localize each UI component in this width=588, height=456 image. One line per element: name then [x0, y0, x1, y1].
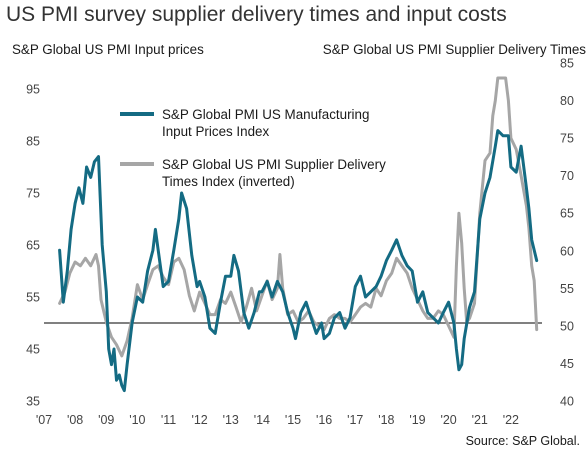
x-tick-label: '11 [161, 413, 176, 427]
right-y-tick-label: 60 [560, 244, 574, 258]
x-tick-label: '12 [191, 413, 207, 427]
source-note: Source: S&P Global. [465, 434, 580, 448]
x-tick-label: '15 [285, 413, 301, 427]
chart-title: US PMI survey supplier delivery times an… [6, 3, 507, 26]
right-y-tick-label: 85 [560, 57, 574, 71]
right-y-tick-label: 40 [560, 395, 574, 409]
right-y-tick-label: 75 [560, 132, 574, 146]
left-y-tick-label: 85 [26, 135, 40, 149]
left-y-tick-label: 75 [26, 187, 40, 201]
x-tick-label: '09 [98, 413, 114, 427]
legend-label-supplier-delivery: Times Index (inverted) [162, 174, 295, 189]
left-y-tick-label: 55 [26, 291, 40, 305]
x-tick-label: '07 [36, 413, 52, 427]
x-tick-label: '21 [472, 413, 488, 427]
left-y-tick-label: 65 [26, 239, 40, 253]
x-tick-label: '19 [409, 413, 425, 427]
left-y-tick-label: 35 [26, 395, 40, 409]
x-tick-label: '13 [223, 413, 239, 427]
input-prices-line [58, 129, 539, 393]
right-y-tick-label: 45 [560, 357, 574, 371]
right-y-tick-label: 55 [560, 282, 574, 296]
right-axis-label: S&P Global US PMI Supplier Delivery Time… [322, 42, 586, 57]
left-axis-label: S&P Global US PMI Input prices [12, 42, 204, 57]
right-y-tick-label: 70 [560, 169, 574, 183]
legend-label-input-prices: S&P Global PMI US Manufacturing [162, 107, 369, 122]
x-tick-label: '20 [440, 413, 456, 427]
x-tick-label: '17 [347, 413, 363, 427]
legend-label-supplier-delivery: S&P Global US PMI Supplier Delivery [162, 157, 386, 172]
left-y-tick-label: 95 [26, 83, 40, 97]
x-tick-label: '18 [378, 413, 394, 427]
right-y-tick-label: 80 [560, 94, 574, 108]
right-y-tick-label: 50 [560, 319, 574, 333]
left-y-tick-label: 45 [26, 343, 40, 357]
x-tick-label: '08 [67, 413, 83, 427]
x-tick-label: '22 [503, 413, 519, 427]
legend-label-input-prices: Input Prices Index [162, 124, 269, 139]
x-tick-label: '14 [254, 413, 270, 427]
right-y-tick-label: 65 [560, 207, 574, 221]
x-tick-label: '16 [316, 413, 332, 427]
x-tick-label: '10 [129, 413, 145, 427]
